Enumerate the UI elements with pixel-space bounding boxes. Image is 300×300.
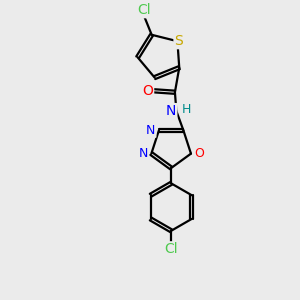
Text: O: O	[194, 147, 204, 160]
Text: N: N	[139, 147, 148, 160]
Text: Cl: Cl	[164, 242, 178, 256]
Text: O: O	[142, 84, 153, 98]
Text: N: N	[146, 124, 155, 137]
Text: Cl: Cl	[137, 3, 151, 17]
Text: S: S	[175, 34, 183, 48]
Text: H: H	[182, 103, 191, 116]
Text: N: N	[166, 104, 176, 118]
